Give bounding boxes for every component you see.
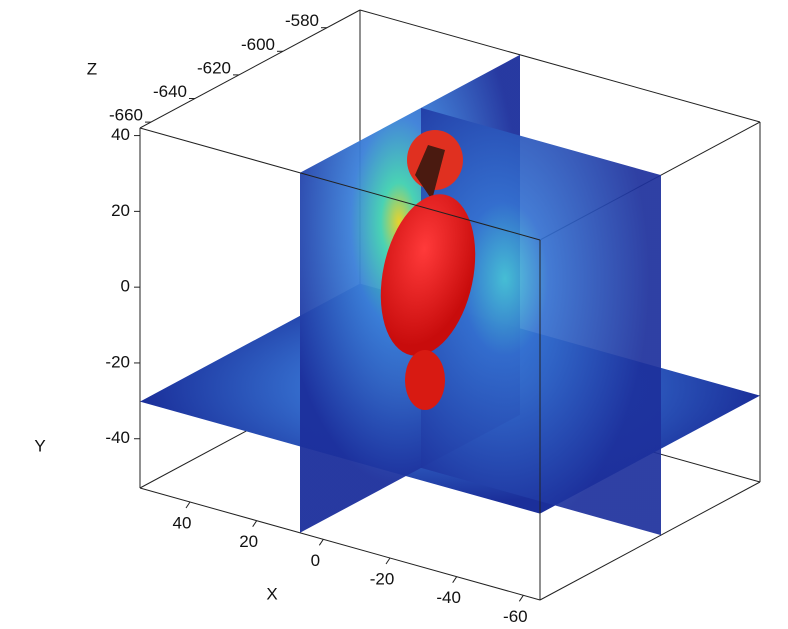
x-tick-label: -60 bbox=[503, 607, 528, 626]
z-axis-label: Z bbox=[87, 59, 97, 78]
x-tick bbox=[386, 558, 390, 564]
x-tick bbox=[186, 502, 190, 508]
y-tick-label: -40 bbox=[105, 428, 130, 447]
x-axis-label: X bbox=[266, 584, 277, 603]
chart: Z Y X 40200-20-4040200-20-40-60-660-640-… bbox=[0, 0, 788, 629]
box-edge bbox=[360, 10, 760, 122]
x-tick-label: -40 bbox=[436, 588, 461, 607]
x-tick bbox=[519, 595, 523, 601]
x-tick-label: 0 bbox=[311, 551, 320, 570]
x-tick-label: 20 bbox=[239, 532, 258, 551]
x-tick-label: 40 bbox=[173, 513, 192, 532]
y-axis-label: Y bbox=[34, 436, 45, 455]
z-tick-label: -600 bbox=[241, 35, 275, 54]
z-tick-label: -640 bbox=[153, 82, 187, 101]
z-tick-label: -580 bbox=[285, 11, 319, 30]
x-tick bbox=[253, 521, 257, 527]
y-tick-label: 0 bbox=[121, 277, 130, 296]
x-tick bbox=[453, 577, 457, 583]
y-tick-label: 20 bbox=[111, 201, 130, 220]
z-tick-label: -620 bbox=[197, 58, 231, 77]
blob-tail bbox=[405, 350, 445, 410]
y-tick-label: -20 bbox=[105, 352, 130, 371]
x-tick-label: -20 bbox=[370, 569, 395, 588]
x-tick bbox=[319, 539, 323, 545]
z-tick-label: -660 bbox=[109, 106, 143, 125]
y-tick-label: 40 bbox=[111, 125, 130, 144]
